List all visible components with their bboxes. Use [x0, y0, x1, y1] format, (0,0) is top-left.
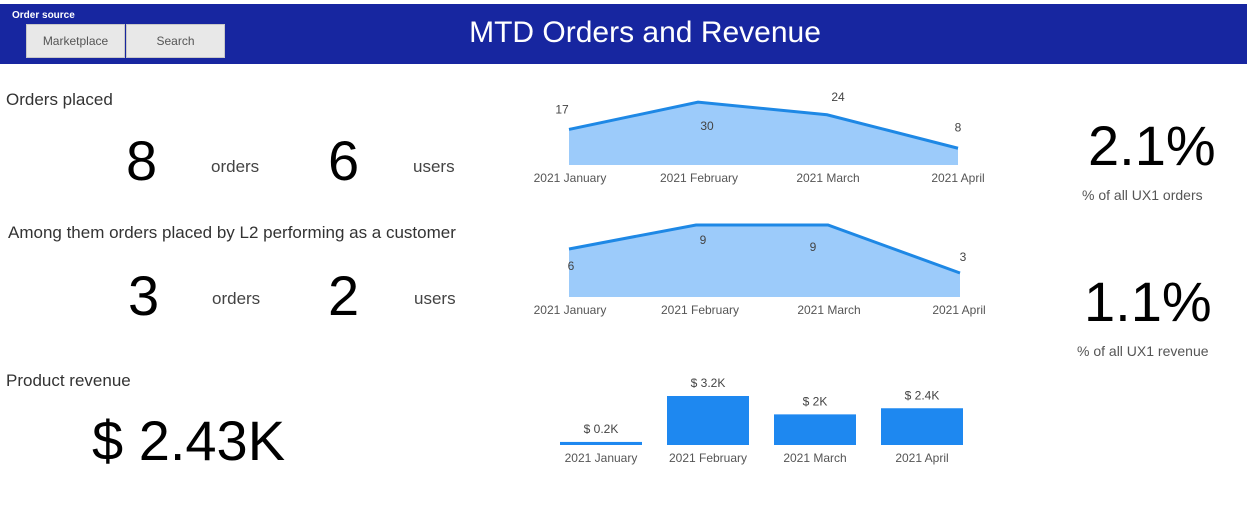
l2-chart-x-tick-label: 2021 January: [534, 303, 607, 317]
l2-chart-data-label: 9: [810, 240, 817, 254]
orders-chart-area-fill: [569, 102, 958, 165]
revenue-data-label: $ 3.2K: [691, 376, 726, 390]
orders-chart-data-label: 17: [555, 102, 569, 116]
revenue-bar: [774, 414, 856, 445]
revenue-x-tick-label: 2021 March: [783, 451, 846, 465]
orders-chart-x-tick-label: 2021 January: [534, 171, 607, 185]
l2-chart-x-tick-label: 2021 February: [661, 303, 739, 317]
l2-users-unit: users: [414, 289, 456, 308]
l2-section-title: Among them orders placed by L2 performin…: [8, 223, 456, 242]
l2-chart-series-line: [568, 223, 961, 275]
page-title: MTD Orders and Revenue: [469, 16, 821, 49]
revenue-bar-chart: $ 0.2K 2021 January $ 3.2K 2021 February $ 2…: [560, 376, 963, 465]
users-unit: users: [413, 157, 455, 176]
orders-chart-data-label: 24: [831, 90, 845, 104]
revenue-data-label: $ 2K: [803, 394, 828, 408]
revenue-bar: [881, 408, 963, 445]
users-count: 6: [328, 129, 360, 192]
orders-chart-data-label: 30: [700, 119, 714, 133]
revenue-pct-label: % of all UX1 revenue: [1077, 343, 1209, 359]
l2-chart-data-label: 3: [960, 250, 967, 264]
revenue-data-label: $ 0.2K: [584, 422, 619, 436]
orders-area-chart: 17 30 24 8 2021 January 2021 February 2021 Mar…: [534, 90, 985, 185]
l2-chart-data-label: 9: [700, 233, 707, 247]
l2-orders-area-chart: 6 9 9 3 2021 January 2021 February 2021 March 2…: [534, 223, 986, 317]
l2-users-count: 2: [328, 264, 360, 327]
l2-chart-area-fill: [569, 225, 960, 297]
revenue-bar: [667, 396, 749, 445]
l2-chart-x-tick-label: 2021 March: [797, 303, 860, 317]
orders-count: 8: [126, 129, 158, 192]
revenue-x-tick-label: 2021 January: [565, 451, 638, 465]
revenue-bar: [560, 441, 642, 445]
l2-chart-x-tick-label: 2021 April: [932, 303, 985, 317]
revenue-pct-value: 1.1%: [1084, 270, 1212, 333]
orders-unit: orders: [211, 157, 260, 176]
l2-chart-data-label: 6: [568, 259, 575, 273]
header-bar: Order source Marketplace Search MTD Orde…: [0, 4, 1247, 64]
search-button[interactable]: Search: [126, 24, 225, 58]
orders-chart-x-tick-label: 2021 April: [931, 171, 984, 185]
revenue-value: $ 2.43K: [92, 409, 286, 472]
revenue-section-title: Product revenue: [6, 371, 131, 390]
orders-chart-series-line: [568, 100, 959, 150]
revenue-x-tick-label: 2021 April: [895, 451, 948, 465]
orders-chart-data-label: 8: [955, 120, 962, 134]
revenue-x-tick-label: 2021 February: [669, 451, 747, 465]
orders-pct-label: % of all UX1 orders: [1082, 187, 1203, 203]
revenue-data-label: $ 2.4K: [905, 388, 940, 402]
slicer-title: Order source: [12, 10, 75, 21]
l2-orders-count: 3: [128, 264, 160, 327]
orders-chart-x-tick-label: 2021 March: [796, 171, 859, 185]
orders-chart-x-tick-label: 2021 February: [660, 171, 738, 185]
orders-pct-value: 2.1%: [1088, 114, 1216, 177]
marketplace-button[interactable]: Marketplace: [26, 24, 125, 58]
orders-section-title: Orders placed: [6, 90, 113, 109]
l2-orders-unit: orders: [212, 289, 261, 308]
